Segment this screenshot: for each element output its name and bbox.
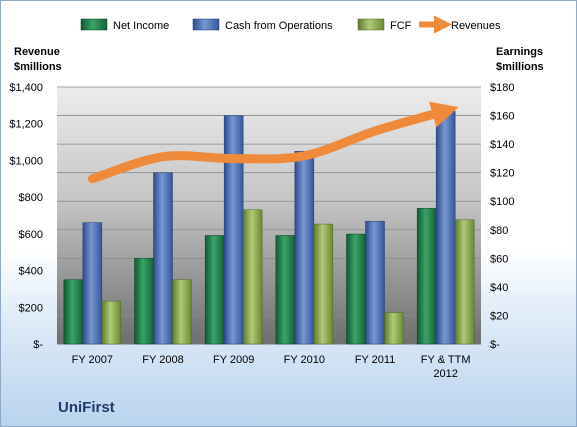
bar-cash-from-operations-fy-2011 xyxy=(365,220,385,345)
bar-fcf-fy-2010 xyxy=(313,223,334,345)
axis-titles: Revenue $millions Earnings $millions xyxy=(14,46,544,73)
legend-label-net-income: Net Income xyxy=(113,20,169,32)
left-tick-label: $1,200 xyxy=(9,119,43,131)
left-tick-label: $- xyxy=(33,339,43,351)
bar-cash-from-operations-fy-ttm-2012 xyxy=(435,111,456,345)
right-tick-label: $20 xyxy=(490,310,508,322)
category-label: FY 2009 xyxy=(213,354,254,366)
bar-cash-from-operations-fy-2007 xyxy=(82,222,103,345)
left-axis-title: Revenue xyxy=(14,46,60,58)
bar-cash-from-operations-fy-2009 xyxy=(223,115,244,345)
bar-fcf-fy-2008 xyxy=(172,279,192,345)
revenue-series-line xyxy=(87,101,459,184)
category-label: FY 2011 xyxy=(355,354,396,366)
bars xyxy=(63,111,475,345)
left-tick-label: $800 xyxy=(19,192,43,204)
left-tick-label: $1,000 xyxy=(9,155,43,167)
legend-swatch-cash-from-operations xyxy=(192,18,220,31)
right-axis-title: $millions xyxy=(496,61,544,73)
bar-fcf-fy-2007 xyxy=(101,300,122,345)
legend-label-cash-from-operations: Cash from Operations xyxy=(225,20,333,32)
left-axis-title: $millions xyxy=(14,61,62,73)
left-tick-label: $600 xyxy=(19,229,43,241)
gridlines xyxy=(57,86,481,345)
bar-net-income-fy-2011 xyxy=(346,233,366,345)
bar-net-income-fy-2008 xyxy=(134,258,154,345)
category-label: FY & TTM xyxy=(421,354,471,366)
right-tick-label: $120 xyxy=(490,168,514,180)
left-tick-label: $200 xyxy=(19,302,43,314)
legend-swatch-net-income xyxy=(80,18,108,31)
category-label: FY 2007 xyxy=(72,354,113,366)
category-label: FY 2008 xyxy=(142,354,183,366)
right-tick-label: $60 xyxy=(490,253,508,265)
legend: Net Income Cash from Operations FCF Revenue… xyxy=(80,15,501,34)
left-tick-label: $400 xyxy=(19,266,43,278)
revenue-line xyxy=(87,101,459,184)
left-axis: $- $200 $400 $600 $800 $1,000 $1,200 $1,400 xyxy=(9,82,43,351)
legend-label-revenues: Revenues xyxy=(451,20,501,32)
right-axis-title: Earnings xyxy=(496,46,543,58)
right-tick-label: $140 xyxy=(490,139,514,151)
bar-fcf-fy-2011 xyxy=(384,312,404,345)
legend-swatch-fcf xyxy=(357,18,385,31)
bar-net-income-fy-2009 xyxy=(204,235,225,345)
company-name: UniFirst xyxy=(58,399,115,416)
plot-area xyxy=(57,87,481,344)
category-label: 2012 xyxy=(433,368,457,380)
left-tick-label: $1,400 xyxy=(9,82,43,94)
right-tick-label: $40 xyxy=(490,282,508,294)
category-label: FY 2010 xyxy=(284,354,325,366)
right-axis: $- $20 $40 $60 $80 $100 $120 $140 $160 $180 xyxy=(490,82,514,351)
right-tick-label: $100 xyxy=(490,196,514,208)
bar-net-income-fy-2010 xyxy=(275,235,296,345)
bar-fcf-fy-2009 xyxy=(242,209,263,345)
right-tick-label: $80 xyxy=(490,225,508,237)
bar-cash-from-operations-fy-2008 xyxy=(153,172,173,345)
bar-net-income-fy-2007 xyxy=(63,279,84,345)
right-tick-label: $- xyxy=(490,339,500,351)
legend-label-fcf: FCF xyxy=(390,20,412,32)
bar-net-income-fy-ttm-2012 xyxy=(416,208,437,345)
category-axis: FY 2007 FY 2008 FY 2009 FY 2010 FY 2011 FY & … xyxy=(72,354,471,380)
right-tick-label: $180 xyxy=(490,82,514,94)
bar-fcf-fy-ttm-2012 xyxy=(454,219,475,345)
right-tick-label: $160 xyxy=(490,111,514,123)
bar-cash-from-operations-fy-2010 xyxy=(294,151,315,345)
